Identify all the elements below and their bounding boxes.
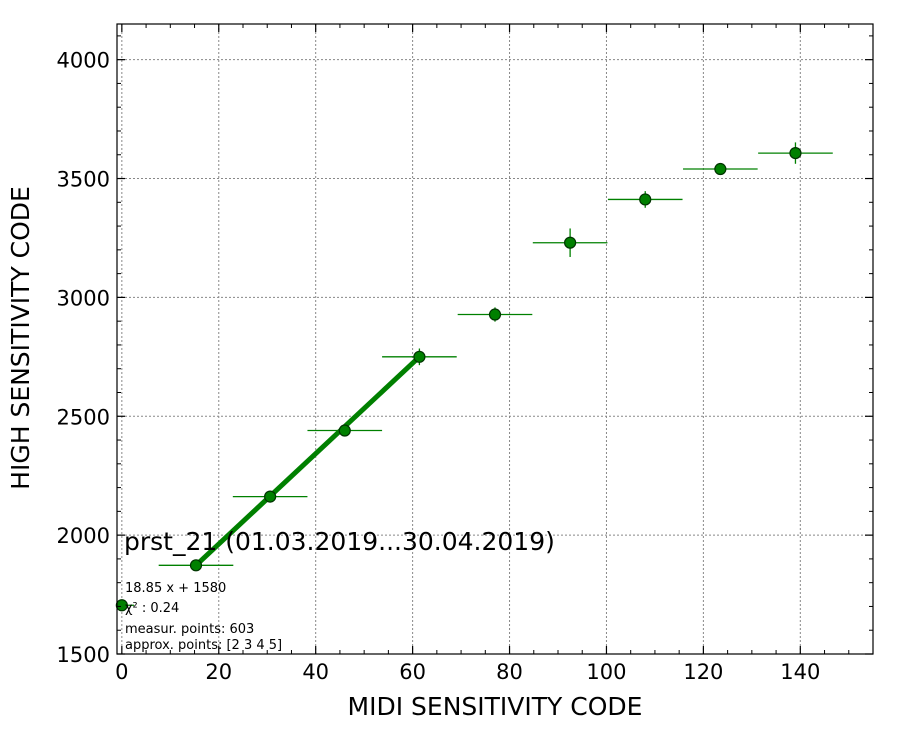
plot-frame [116,23,874,655]
y-tick-label: 2500 [57,405,110,429]
data-point [639,193,652,206]
x-tick-label: 80 [496,660,523,684]
y-tick-label: 3000 [57,286,110,310]
data-point [488,308,502,321]
x-axis-label: MIDI SENSITIVITY CODE [348,692,643,721]
data-point [714,162,727,176]
fit-line [194,355,422,568]
x-tick-label: 40 [302,660,329,684]
data-point [413,350,426,363]
data-point [264,490,277,503]
y-tick-label: 2000 [57,524,110,548]
y-tick-label: 1500 [57,643,110,667]
data-point [338,424,351,437]
measured-points-label: measur. points: 603 [125,622,254,637]
tick-layer: 0 20 40 60 80 100 120 140 1500 2000 2500 3000 3500 40… [57,24,874,684]
x-tick-label: 140 [780,660,820,684]
fit-equation-label: 18.85 x + 1580 [125,581,226,596]
fit-line-layer [194,355,422,568]
chi2-label: χ² : 0.24 [125,601,179,616]
x-tick-label: 60 [399,660,426,684]
data-point [115,599,128,612]
x-tick-label: 0 [115,660,128,684]
data-point [789,146,802,160]
data-point [189,559,203,572]
y-tick-label: 4000 [57,49,110,73]
approx-points-label: approx. points: [2 3 4 5] [125,638,282,653]
y-tick-label: 3500 [57,168,110,192]
data-point [564,236,577,249]
data-point-layer [115,146,802,612]
x-tick-label: 100 [586,660,626,684]
chart-title: prst_21 (01.03.2019...30.04.2019) [124,527,555,556]
x-tick-label: 20 [205,660,232,684]
x-tick-label: 120 [683,660,723,684]
y-axis-label: HIGH SENSITIVITY CODE [6,186,35,490]
